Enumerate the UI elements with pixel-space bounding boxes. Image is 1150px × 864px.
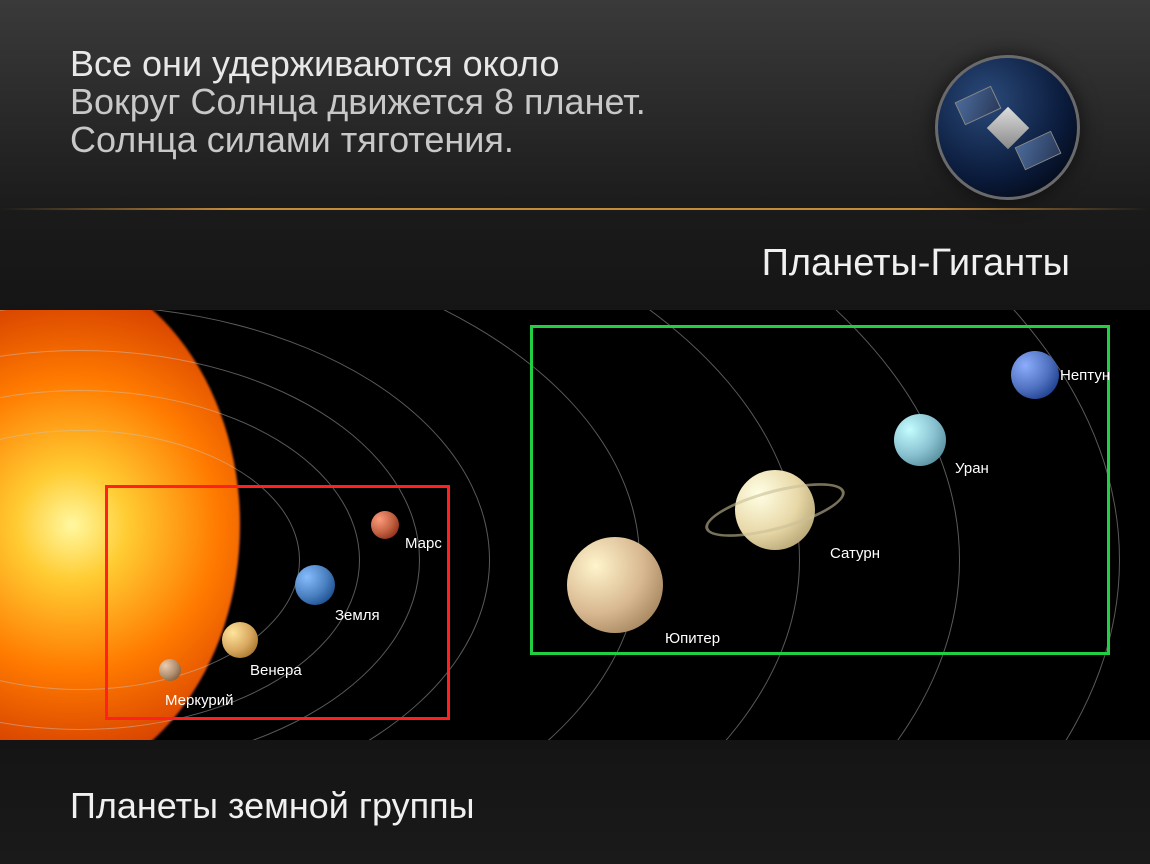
planet-венера (222, 622, 258, 658)
giants-group-label: Планеты-Гиганты (762, 242, 1070, 285)
planet-label-венера: Венера (250, 662, 302, 679)
planet-label-уран: Уран (955, 460, 989, 477)
planet-нептун (1011, 351, 1059, 399)
satellite-icon (935, 55, 1080, 200)
header-divider (0, 208, 1150, 210)
planet-label-марс: Марс (405, 535, 442, 552)
planet-земля (295, 565, 335, 605)
planet-юпитер (567, 537, 663, 633)
terrestrial-group-label: Планеты земной группы (70, 785, 474, 827)
planet-label-юпитер: Юпитер (665, 630, 720, 647)
solar-system-diagram: Меркурий Венера Земля Марс Юпитер Сатурн Уран Н… (0, 310, 1150, 740)
slide-header: Все они удерживаются около Вокруг Солнца… (0, 0, 1150, 210)
planet-label-меркурий: Меркурий (165, 692, 234, 709)
planet-марс (371, 511, 399, 539)
planet-label-земля: Земля (335, 607, 380, 624)
planet-уран (894, 414, 946, 466)
planet-label-сатурн: Сатурн (830, 545, 880, 562)
planet-label-нептун: Нептун (1060, 367, 1110, 384)
planet-меркурий (159, 659, 181, 681)
